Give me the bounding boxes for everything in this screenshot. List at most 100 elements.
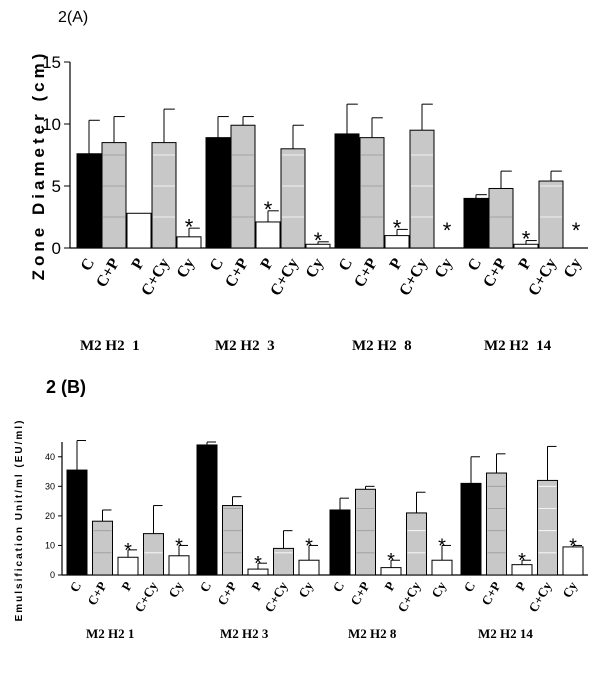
y-tick-label: 15 <box>42 53 61 72</box>
category-label-0-4: Cy <box>174 256 199 281</box>
significance-star-2-2: * <box>387 550 395 572</box>
bar-1-0 <box>196 444 218 576</box>
y-tick-label: 40 <box>45 452 55 462</box>
significance-star-2-4: * <box>443 218 452 243</box>
bar-1-3 <box>280 148 306 249</box>
category-label-0-1: C+P <box>84 579 109 608</box>
bar-3-0 <box>463 197 489 249</box>
category-label-2-2: P <box>386 255 406 272</box>
bar-0-1 <box>101 142 127 249</box>
significance-star-3-2: * <box>522 227 531 252</box>
category-label-3-1: C+P <box>478 579 503 608</box>
category-label-2-4: Cy <box>428 579 449 601</box>
bar-0-1 <box>92 520 113 576</box>
category-label-0-2: P <box>128 255 148 272</box>
bar-2-3 <box>406 512 427 576</box>
significance-star-2-2: * <box>393 216 402 241</box>
significance-star-0-2: * <box>124 540 132 562</box>
y-tick-label: 20 <box>45 511 55 521</box>
category-label-0-0: C <box>66 579 84 595</box>
group-label-3: M2 H2 14 <box>484 338 552 354</box>
bar-3-3 <box>537 479 558 576</box>
significance-star-0-4: * <box>175 535 183 557</box>
category-label-2-3: C+Cy <box>394 579 424 615</box>
bar-1-1 <box>222 505 243 576</box>
bar-3-1 <box>488 187 514 249</box>
category-label-1-4: Cy <box>295 579 316 601</box>
bar-3-1 <box>486 472 507 576</box>
category-label-1-2: P <box>248 579 265 593</box>
significance-star-1-2: * <box>264 197 273 222</box>
group-label-0: M2 H2 1 <box>86 626 134 641</box>
bar-2-1 <box>355 488 376 576</box>
significance-star-0-4: * <box>185 214 194 239</box>
category-label-1-4: Cy <box>303 256 328 281</box>
panel-a-title: 2(A) <box>58 9 88 26</box>
bar-2-4 <box>431 559 453 576</box>
category-label-0-4: Cy <box>165 579 186 601</box>
bar-2-0 <box>329 509 351 576</box>
group-label-2: M2 H2 8 <box>348 626 397 641</box>
bar-2-0 <box>334 133 360 249</box>
category-label-0-1: C+P <box>93 255 123 290</box>
bar-1-2 <box>255 221 281 249</box>
category-label-3-2: P <box>515 255 535 272</box>
group-label-1: M2 H2 3 <box>215 338 275 354</box>
bar-2-1 <box>359 137 385 249</box>
significance-star-3-4: * <box>572 218 581 243</box>
category-label-0-0: C <box>78 256 99 275</box>
group-label-0: M2 H2 1 <box>80 338 140 354</box>
category-label-1-1: C+P <box>214 579 239 608</box>
y-tick-label: 30 <box>45 481 55 491</box>
category-label-2-0: C <box>336 256 357 275</box>
y-tick-label: 10 <box>45 541 55 551</box>
bar-1-1 <box>230 124 256 249</box>
bar-3-3 <box>538 180 564 249</box>
bar-0-4 <box>168 555 190 576</box>
significance-star-3-4: * <box>569 535 577 557</box>
bar-0-0 <box>76 153 102 249</box>
category-label-3-4: Cy <box>561 256 586 281</box>
panel-b-y-axis-label: Emulsification Unit/ml (EU/ml) <box>14 419 25 622</box>
bar-0-3 <box>151 142 177 249</box>
bar-1-0 <box>205 137 231 249</box>
category-label-1-1: C+P <box>222 255 252 290</box>
bar-0-3 <box>143 533 164 576</box>
y-tick-label: 0 <box>50 570 55 580</box>
y-tick-label: 10 <box>42 115 61 134</box>
category-label-0-2: P <box>118 579 135 593</box>
group-label-1: M2 H2 3 <box>220 626 269 641</box>
category-label-0-3: C+Cy <box>131 579 161 615</box>
category-label-3-0: C <box>465 256 486 275</box>
bar-2-3 <box>409 129 435 249</box>
category-label-3-3: C+Cy <box>525 579 555 615</box>
category-label-2-2: P <box>381 579 398 593</box>
significance-star-2-4: * <box>438 535 446 557</box>
category-label-3-4: Cy <box>559 579 580 601</box>
panel-b-title: 2 (B) <box>46 377 86 397</box>
category-label-1-0: C <box>207 256 228 275</box>
bar-0-0 <box>66 469 88 576</box>
category-label-3-1: C+P <box>480 255 510 290</box>
significance-star-3-2: * <box>518 550 526 572</box>
category-label-3-2: P <box>512 579 529 593</box>
bar-1-3 <box>273 547 294 576</box>
group-label-2: M2 H2 8 <box>352 338 412 354</box>
bar-0-2 <box>126 212 152 249</box>
y-tick-label: 5 <box>52 177 61 196</box>
group-label-3: M2 H2 14 <box>478 626 533 641</box>
category-label-2-1: C+P <box>351 255 381 290</box>
category-label-2-0: C <box>329 579 347 595</box>
significance-star-1-4: * <box>314 228 323 253</box>
category-label-2-4: Cy <box>432 256 457 281</box>
panel-a-y-axis-label: Zone Diameter (cm) <box>29 50 48 281</box>
category-label-2-1: C+P <box>347 579 372 608</box>
category-label-1-3: C+Cy <box>261 579 291 615</box>
significance-star-1-2: * <box>254 553 262 575</box>
category-label-1-2: P <box>257 255 277 272</box>
bar-3-0 <box>460 482 482 576</box>
bar-1-4 <box>298 559 320 576</box>
